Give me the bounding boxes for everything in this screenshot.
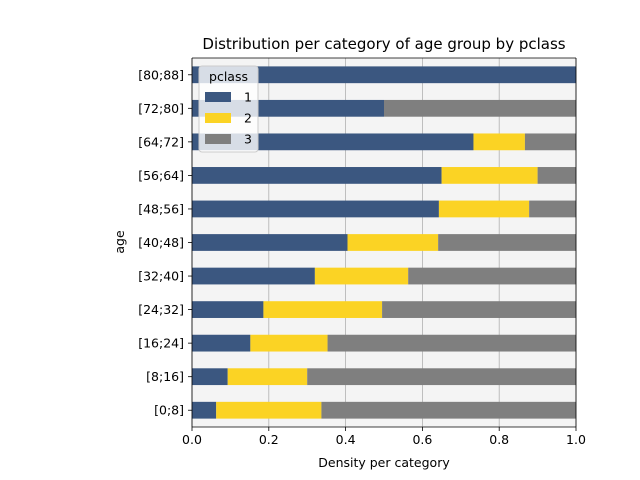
bar-segment	[408, 267, 576, 285]
legend: pclass 1 2 3	[198, 65, 259, 153]
y-tick-label: [80;88]	[138, 67, 184, 82]
bar-segment	[529, 200, 576, 218]
y-tick-label: [48;56]	[138, 201, 184, 216]
bars	[192, 66, 576, 419]
legend-frame	[198, 65, 259, 153]
legend-label: 3	[244, 132, 252, 147]
ticks: 0.0 0.2 0.4 0.6 0.8 1.0 [0;8] [8;16] [16;24] [24;…	[138, 67, 586, 447]
bar-segment	[307, 368, 576, 386]
bar-segment	[192, 167, 442, 184]
y-tick-label: [16;24]	[138, 336, 184, 351]
bar-segment	[227, 368, 308, 386]
bar-segment	[537, 167, 576, 184]
bar-segment	[192, 334, 251, 352]
legend-label: 1	[244, 90, 252, 105]
axes	[191, 57, 577, 428]
y-tick-label: [24;32]	[138, 302, 184, 317]
x-tick-label: 0.0	[182, 432, 202, 447]
bar-segment	[314, 267, 409, 285]
x-tick-label: 0.2	[259, 432, 279, 447]
bar-segment	[263, 301, 383, 318]
x-tick-label: 0.8	[489, 432, 509, 447]
y-tick-label: [56;64]	[138, 168, 184, 183]
bar-segment	[192, 301, 264, 318]
x-tick-label: 1.0	[566, 432, 586, 447]
bar-segment	[524, 133, 576, 151]
bar-segment	[192, 401, 217, 419]
bar-segment	[441, 167, 538, 184]
y-tick-label: [32;40]	[138, 269, 184, 284]
y-tick-label: [64;72]	[138, 134, 184, 149]
legend-label: 2	[244, 111, 252, 126]
bar-segment	[321, 401, 576, 419]
bar-segment	[192, 133, 474, 151]
x-tick-label: 0.4	[336, 432, 356, 447]
bar-segment	[438, 200, 530, 218]
chart-title: Distribution per category of age group b…	[202, 35, 565, 53]
legend-swatch	[205, 92, 231, 102]
y-tick-label: [8;16]	[146, 369, 184, 384]
bar-segment	[250, 334, 328, 352]
legend-swatch	[205, 134, 231, 144]
bar-segment	[192, 200, 439, 218]
bar-segment	[438, 234, 576, 251]
bar-segment	[192, 234, 348, 251]
bar-segment	[384, 99, 576, 117]
bar-segment	[382, 301, 576, 318]
y-tick-label: [0;8]	[154, 403, 184, 418]
legend-swatch	[205, 113, 231, 123]
bar-segment	[192, 66, 576, 84]
bar-segment	[327, 334, 576, 352]
y-axis-label: age	[112, 230, 127, 254]
bar-segment	[192, 368, 228, 386]
bar-segment	[192, 267, 315, 285]
x-axis-label: Density per category	[318, 455, 450, 470]
bar-segment	[473, 133, 525, 151]
legend-title: pclass	[209, 69, 248, 84]
x-tick-label: 0.6	[412, 432, 432, 447]
y-tick-label: [40;48]	[138, 235, 184, 250]
bar-segment	[347, 234, 439, 251]
y-tick-label: [72;80]	[138, 101, 184, 116]
bar-segment	[216, 401, 322, 419]
